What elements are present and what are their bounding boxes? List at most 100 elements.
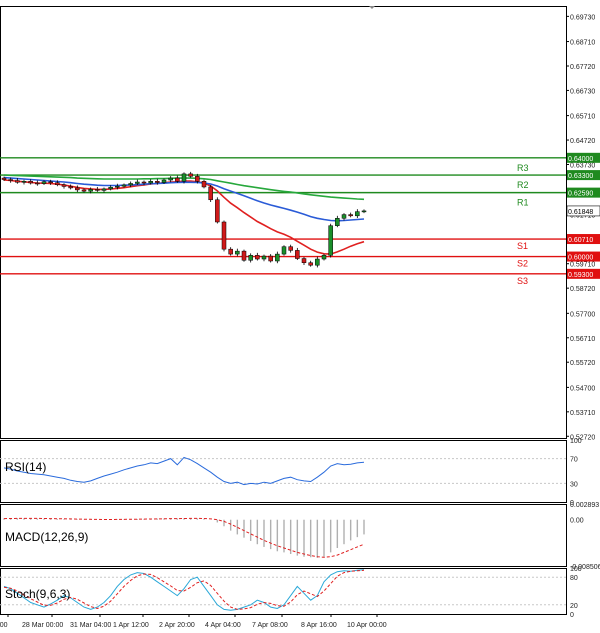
time-tick-label: 10 Apr 00:00 — [347, 622, 387, 629]
level-label-s3: S3 — [517, 276, 528, 286]
candle-body — [48, 181, 53, 184]
candle-body — [201, 181, 207, 188]
level-price-box — [567, 170, 600, 181]
level-price-label: 0.62590 — [568, 191, 593, 198]
time-tick-label: 2 Apr 20:00 — [159, 622, 195, 629]
price-tick-label: 0.66730 — [570, 88, 595, 95]
price-tick-label: 0.53710 — [570, 410, 595, 417]
rsi-tick-label: 100 — [570, 438, 582, 445]
macd-tick-label: 0.00 — [570, 518, 584, 525]
candle-body — [88, 189, 93, 192]
time-tick-label: 16:00 — [0, 622, 8, 629]
price-tick-label: 0.64720 — [570, 138, 595, 145]
stoch-tick-label: 100 — [570, 566, 582, 573]
price-tick-label: 0.56710 — [570, 336, 595, 343]
price-tick-label: 0.58720 — [570, 286, 595, 293]
candle-body — [221, 221, 227, 250]
candle-body — [348, 214, 353, 217]
candle-body — [288, 246, 293, 251]
rsi-panel-frame — [0, 440, 567, 503]
candle-body — [8, 179, 13, 181]
candle-body — [61, 184, 67, 187]
rsi-tick-label: 30 — [570, 481, 578, 488]
candle-body — [208, 186, 213, 201]
candle-body — [195, 176, 200, 182]
candle-body — [75, 187, 80, 191]
level-price-label: 0.63300 — [568, 173, 593, 180]
rsi-tick-label: 0 — [570, 500, 574, 507]
candle-body — [188, 173, 193, 177]
candle-body — [281, 246, 287, 255]
macd-panel-frame — [0, 504, 567, 567]
candle-body — [95, 189, 100, 191]
candle-body — [295, 250, 300, 259]
candle-body — [81, 189, 87, 192]
price-tick-label: 0.67720 — [570, 64, 595, 71]
stoch-main-line — [3, 569, 365, 611]
candle-body — [301, 258, 307, 263]
candle-body — [35, 182, 40, 185]
macd-tick-label: -0.008506 — [570, 564, 600, 571]
stoch-signal-line — [3, 569, 365, 610]
level-price-label: 0.59300 — [568, 272, 593, 279]
time-tick-label: 31 Mar 04:00 — [70, 622, 111, 629]
candle-body — [341, 214, 347, 219]
candle-body — [355, 211, 360, 217]
level-price-label: 0.60710 — [568, 237, 593, 244]
candle-body — [55, 182, 60, 185]
price-tick-label: 0.65710 — [570, 114, 595, 121]
candle-body — [361, 210, 367, 213]
candle-body — [135, 181, 140, 184]
price-tick-label: 0.69730 — [570, 14, 595, 21]
candle-body — [315, 258, 320, 266]
candle-body — [275, 253, 280, 262]
level-label-s1: S1 — [517, 241, 528, 251]
level-label-r1: R1 — [517, 198, 529, 208]
level-price-box — [567, 187, 600, 198]
level-label-r3: R3 — [517, 163, 529, 173]
level-label-s2: S2 — [517, 259, 528, 269]
candle-body — [328, 225, 333, 256]
stoch-tick-label: 80 — [570, 575, 578, 582]
stoch-label: Stoch(9,6,3) — [5, 587, 70, 601]
candle-body — [155, 181, 160, 183]
macd-signal-line — [3, 517, 365, 558]
candle-body — [115, 185, 120, 188]
time-tick-label: 1 Apr 12:00 — [113, 622, 149, 629]
candle-body — [308, 262, 313, 266]
price-tick-label: 0.54700 — [570, 385, 595, 392]
candle-body — [181, 173, 187, 182]
price-tick-label: 0.52720 — [570, 434, 595, 441]
level-price-box — [567, 268, 600, 279]
level-price-box — [567, 152, 600, 163]
candle-body — [68, 186, 73, 189]
candle-body — [321, 255, 327, 260]
scroll-marker-icon — [369, 6, 375, 9]
candle-body — [235, 250, 240, 255]
stoch-panel-frame — [0, 568, 567, 615]
candle-body — [161, 179, 167, 183]
time-tick-label: 7 Apr 08:00 — [252, 622, 288, 629]
candle-body — [215, 199, 220, 223]
price-tick-label: 0.63730 — [570, 162, 595, 169]
level-price-box — [567, 251, 600, 262]
candle-body — [175, 177, 180, 182]
macd-tick-label: 0.002893 — [570, 502, 599, 509]
candle-body — [168, 177, 173, 181]
time-tick-label: 8 Apr 16:00 — [301, 622, 337, 629]
candle-body — [128, 183, 133, 186]
current-price-label: 0.61848 — [568, 209, 593, 216]
rsi-tick-label: 70 — [570, 457, 578, 464]
macd-label: MACD(12,26,9) — [5, 530, 88, 544]
candle-body — [228, 248, 233, 255]
candle-body — [101, 188, 107, 191]
rsi-label: RSI(14) — [5, 460, 46, 474]
candle-body — [335, 218, 340, 226]
candle-body — [28, 181, 33, 184]
stoch-tick-label: 20 — [570, 603, 578, 610]
candle-body — [121, 184, 127, 187]
candle-body — [141, 181, 147, 184]
price-tick-label: 0.68710 — [570, 40, 595, 47]
candle-body — [21, 181, 27, 183]
